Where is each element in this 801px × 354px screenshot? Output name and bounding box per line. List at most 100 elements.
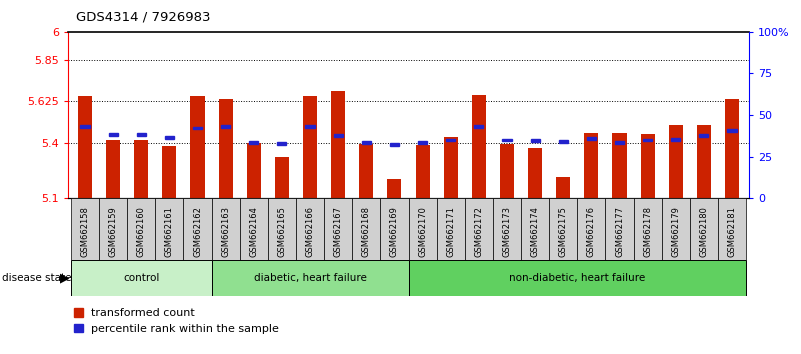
Text: GDS4314 / 7926983: GDS4314 / 7926983 [76,11,211,24]
Bar [135,140,148,198]
Text: GSM662162: GSM662162 [193,206,202,257]
Bar [275,157,289,198]
Bar [106,140,120,198]
Bar [137,133,146,136]
Bar [634,198,662,260]
Bar [71,260,211,296]
Bar [409,260,746,296]
Text: GSM662181: GSM662181 [727,206,737,257]
Bar [380,198,409,260]
Bar [71,198,99,260]
Bar [690,198,718,260]
Bar [165,136,174,139]
Bar [191,96,204,198]
Bar [108,133,118,136]
Text: GSM662176: GSM662176 [587,206,596,257]
Bar [305,125,315,128]
Text: GSM662160: GSM662160 [137,206,146,257]
Text: GSM662177: GSM662177 [615,206,624,257]
Text: GSM662167: GSM662167 [334,206,343,257]
Bar [360,144,373,198]
Bar [249,141,259,144]
Bar [303,96,317,198]
Bar [388,179,401,198]
Bar [333,134,343,137]
Bar [221,125,230,128]
Bar [643,138,652,142]
Text: GSM662169: GSM662169 [390,206,399,257]
Bar [446,138,455,142]
Bar [587,137,596,139]
Text: non-diabetic, heart failure: non-diabetic, heart failure [509,273,646,283]
Bar [472,95,486,198]
Bar [493,198,521,260]
Text: GSM662161: GSM662161 [165,206,174,257]
Text: GSM662170: GSM662170 [418,206,427,257]
Bar [416,145,429,198]
Bar [444,137,457,198]
Bar [211,198,239,260]
Text: GSM662159: GSM662159 [109,206,118,257]
Bar [697,125,711,198]
Bar [80,125,90,128]
Text: GSM662173: GSM662173 [502,206,512,257]
Bar [662,198,690,260]
Bar [331,91,345,198]
Bar [390,143,399,146]
Text: control: control [123,273,159,283]
Bar [163,145,176,198]
Bar [324,198,352,260]
Bar [268,198,296,260]
Bar [211,260,409,296]
Bar [99,198,127,260]
Text: ▶: ▶ [60,272,70,284]
Text: GSM662166: GSM662166 [305,206,315,257]
Bar [669,125,682,198]
Text: diabetic, heart failure: diabetic, heart failure [254,273,367,283]
Bar [727,129,737,132]
Text: GSM662168: GSM662168 [362,206,371,257]
Bar [193,126,202,130]
Bar [502,138,512,142]
Text: GSM662165: GSM662165 [277,206,287,257]
Bar [474,125,484,128]
Bar [558,141,568,143]
Text: GSM662171: GSM662171 [446,206,455,257]
Text: GSM662179: GSM662179 [671,206,680,257]
Bar [183,198,211,260]
Bar [247,143,261,198]
Bar [528,148,542,198]
Bar [699,134,709,137]
Bar [409,198,437,260]
Bar [437,198,465,260]
Bar [418,141,427,144]
Bar [549,198,578,260]
Legend: transformed count, percentile rank within the sample: transformed count, percentile rank withi… [74,308,280,334]
Text: GSM662175: GSM662175 [559,206,568,257]
Bar [296,198,324,260]
Bar [578,198,606,260]
Text: GSM662178: GSM662178 [643,206,652,257]
Text: GSM662163: GSM662163 [221,206,230,257]
Bar [352,198,380,260]
Bar [606,198,634,260]
Bar [277,142,287,145]
Text: GSM662174: GSM662174 [530,206,540,257]
Text: disease state: disease state [2,273,71,283]
Text: GSM662172: GSM662172 [474,206,483,257]
Bar [465,198,493,260]
Bar [718,198,746,260]
Text: GSM662158: GSM662158 [80,206,90,257]
Bar [556,177,570,198]
Bar [725,99,739,198]
Bar [155,198,183,260]
Bar [585,133,598,198]
Bar [615,141,624,144]
Bar [530,139,540,142]
Bar [641,135,654,198]
Bar [239,198,268,260]
Bar [500,144,514,198]
Text: GSM662164: GSM662164 [249,206,258,257]
Bar [362,141,371,144]
Bar [78,96,92,198]
